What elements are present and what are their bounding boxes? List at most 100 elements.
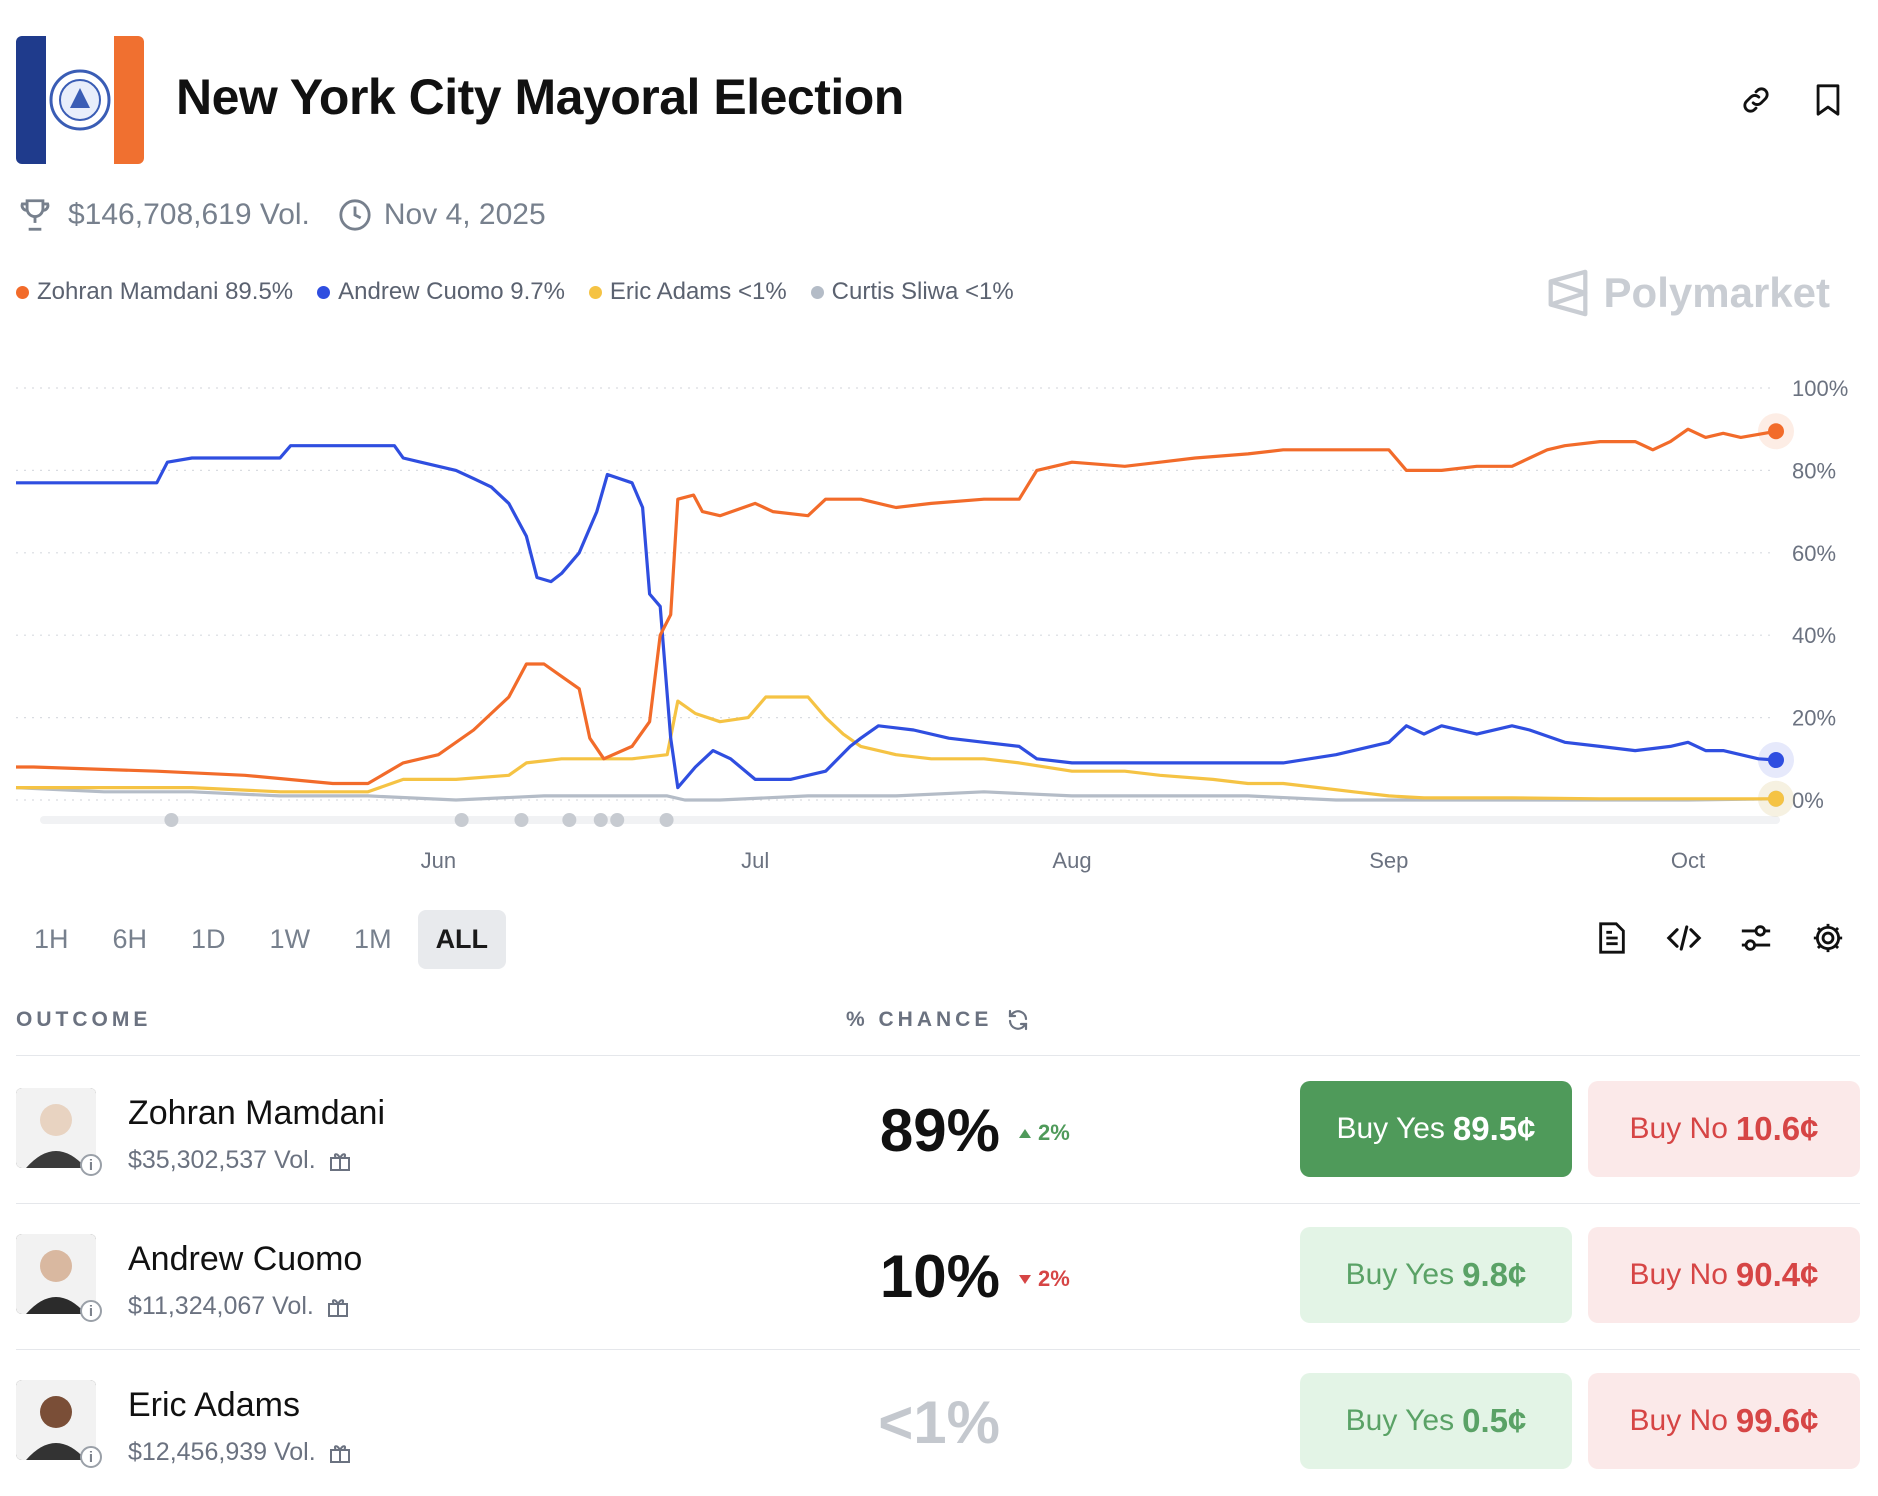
- gift-icon[interactable]: [328, 1441, 352, 1465]
- y-tick-label: 60%: [1792, 541, 1836, 566]
- x-tick-label: Sep: [1369, 848, 1408, 873]
- triangle-down-icon: [1019, 1274, 1031, 1284]
- legend-item[interactable]: Eric Adams <1%: [588, 278, 787, 306]
- triangle-up-icon: [1019, 1128, 1031, 1138]
- y-tick-label: 40%: [1792, 623, 1836, 648]
- buy-yes-button[interactable]: Buy Yes 89.5¢: [1300, 1081, 1572, 1177]
- series-end-point: [1768, 752, 1784, 769]
- buy-no-price: 99.6¢: [1735, 1402, 1819, 1439]
- page-title: New York City Mayoral Election: [176, 69, 904, 125]
- table-divider: [16, 1055, 1860, 1056]
- chance-percentage: 89%: [879, 1097, 1000, 1164]
- legend-dot-icon: [317, 285, 331, 299]
- table-row[interactable]: i Zohran Mamdani $35,302,537 Vol. 89% 2%…: [0, 1058, 1878, 1204]
- code-icon: [1666, 925, 1702, 951]
- refresh-icon[interactable]: [1006, 1008, 1030, 1032]
- legend-label: Andrew Cuomo 9.7%: [338, 278, 565, 305]
- range-all[interactable]: ALL: [417, 910, 507, 969]
- settings-button[interactable]: [1800, 910, 1856, 966]
- gift-icon[interactable]: [328, 1149, 352, 1173]
- price-chart: 100% 80% 60% 40% 20% 0% Jun Jul Aug Sep Oct: [15, 376, 1848, 873]
- polymarket-logo-icon: [1548, 269, 1587, 317]
- legend-dot-icon: [588, 285, 602, 299]
- table-row[interactable]: i Eric Adams $12,456,939 Vol. <1% Buy Ye…: [0, 1350, 1878, 1496]
- city-seal-icon: [49, 69, 111, 131]
- buy-yes-price: 89.5¢: [1452, 1110, 1536, 1147]
- candidate-avatar: [16, 1088, 96, 1168]
- copy-link-button[interactable]: [1728, 72, 1784, 128]
- nyc-flag-logo: [16, 36, 144, 164]
- chance-percentage: <1%: [878, 1389, 1000, 1456]
- rules-button[interactable]: [1584, 910, 1640, 966]
- buy-yes-label: Buy Yes: [1345, 1404, 1455, 1437]
- buy-no-button[interactable]: Buy No 99.6¢: [1588, 1373, 1860, 1469]
- info-icon[interactable]: i: [80, 1446, 102, 1468]
- person-icon: [16, 1088, 96, 1168]
- candidate-volume: $35,302,537 Vol.: [128, 1146, 352, 1175]
- candidate-volume: $11,324,067 Vol.: [128, 1292, 350, 1321]
- legend-label: Eric Adams <1%: [609, 278, 787, 305]
- candidate-name: Eric Adams: [128, 1386, 300, 1424]
- legend-item[interactable]: Andrew Cuomo 9.7%: [317, 278, 565, 306]
- legend-item[interactable]: Zohran Mamdani 89.5%: [16, 278, 293, 306]
- buy-yes-button[interactable]: Buy Yes 9.8¢: [1300, 1227, 1572, 1323]
- series-line: [16, 427, 1777, 786]
- candidate-volume-value: $12,456,939 Vol.: [128, 1438, 316, 1466]
- table-row[interactable]: i Andrew Cuomo $11,324,067 Vol. 10% 2% B…: [0, 1204, 1878, 1350]
- bookmark-icon: [1816, 84, 1840, 116]
- person-icon: [16, 1234, 96, 1314]
- event-marker: [659, 813, 674, 827]
- buy-no-label: Buy No: [1629, 1404, 1728, 1437]
- range-1w[interactable]: 1W: [269, 924, 311, 954]
- brand-name: Polymarket: [1603, 269, 1830, 316]
- market-volume: $146,708,619 Vol.: [68, 198, 310, 231]
- candidate-volume: $12,456,939 Vol.: [128, 1438, 352, 1467]
- candidate-name: Zohran Mamdani: [128, 1094, 386, 1132]
- x-tick-label: Aug: [1052, 848, 1091, 873]
- info-icon[interactable]: i: [80, 1154, 102, 1176]
- range-1m[interactable]: 1M: [354, 924, 392, 954]
- event-marker: [454, 813, 469, 827]
- market-meta: $146,708,619 Vol. Nov 4, 2025: [16, 196, 546, 234]
- series-end-point: [1768, 423, 1784, 440]
- info-icon[interactable]: i: [80, 1300, 102, 1322]
- document-icon: [1599, 922, 1625, 954]
- buy-no-button[interactable]: Buy No 90.4¢: [1588, 1227, 1860, 1323]
- timeline-track: [40, 816, 1780, 824]
- range-6h[interactable]: 6H: [112, 924, 148, 954]
- range-1h[interactable]: 1H: [34, 924, 69, 954]
- chance-column-header: % CHANCE: [846, 1008, 1030, 1032]
- end-date: Nov 4, 2025: [383, 198, 546, 231]
- buy-no-button[interactable]: Buy No 10.6¢: [1588, 1081, 1860, 1177]
- buy-no-price: 90.4¢: [1735, 1256, 1819, 1293]
- x-tick-label: Jul: [741, 848, 769, 873]
- chance-column-label: % CHANCE: [846, 1008, 993, 1031]
- trophy-icon: [20, 199, 50, 231]
- range-1d[interactable]: 1D: [191, 924, 226, 954]
- legend-item[interactable]: Curtis Sliwa <1%: [810, 278, 1014, 306]
- row-divider: [16, 1349, 1860, 1350]
- link-icon: [1743, 87, 1769, 113]
- gift-icon[interactable]: [326, 1295, 350, 1319]
- event-marker: [593, 813, 608, 827]
- person-icon: [16, 1380, 96, 1460]
- series-line: [15, 786, 1777, 802]
- legend-dot-icon: [810, 285, 824, 299]
- gear-icon: [1813, 923, 1843, 953]
- y-tick-label: 0%: [1792, 788, 1824, 813]
- chance-change: 2%: [1018, 1120, 1070, 1146]
- sliders-icon: [1741, 925, 1771, 951]
- legend-label: Curtis Sliwa <1%: [831, 278, 1014, 305]
- embed-button[interactable]: [1656, 910, 1712, 966]
- legend-dot-icon: [16, 285, 29, 299]
- filter-button[interactable]: [1728, 910, 1784, 966]
- buy-yes-button[interactable]: Buy Yes 0.5¢: [1300, 1373, 1572, 1469]
- chance-change-value: 2%: [1038, 1120, 1070, 1145]
- buy-yes-label: Buy Yes: [1345, 1258, 1455, 1291]
- event-marker: [562, 813, 577, 827]
- clock-icon: [339, 199, 371, 231]
- candidate-volume-value: $35,302,537 Vol.: [128, 1146, 316, 1174]
- bookmark-button[interactable]: [1800, 72, 1856, 128]
- chart-legend: Zohran Mamdani 89.5% Andrew Cuomo 9.7% Eri…: [16, 278, 1038, 306]
- legend-label: Zohran Mamdani 89.5%: [37, 278, 294, 305]
